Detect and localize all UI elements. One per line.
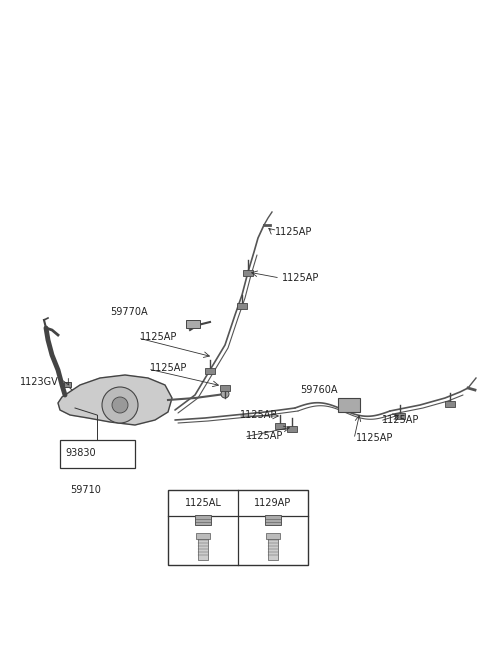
Text: 1125AP: 1125AP <box>246 431 283 441</box>
Text: 93830: 93830 <box>65 448 96 458</box>
Text: 59710: 59710 <box>70 485 101 495</box>
Bar <box>168 490 308 565</box>
Text: 1125AP: 1125AP <box>140 332 178 342</box>
Bar <box>220 385 230 391</box>
Text: 1129AP: 1129AP <box>254 498 292 508</box>
Bar <box>196 533 210 539</box>
Bar <box>198 538 208 560</box>
Text: 1125AP: 1125AP <box>275 227 312 237</box>
Text: 1125AP: 1125AP <box>240 410 277 420</box>
Text: 1125AP: 1125AP <box>282 273 319 283</box>
Circle shape <box>221 390 229 398</box>
Bar <box>338 398 360 412</box>
Text: 59770A: 59770A <box>110 307 148 317</box>
Bar <box>195 515 211 525</box>
Bar <box>186 320 200 328</box>
Bar <box>266 533 280 539</box>
Bar <box>265 515 281 525</box>
Bar <box>268 538 278 560</box>
Bar <box>64 382 71 387</box>
Text: 1125AP: 1125AP <box>356 433 394 443</box>
Bar <box>243 270 253 276</box>
Circle shape <box>112 397 128 413</box>
Polygon shape <box>58 375 172 425</box>
Bar <box>395 413 405 419</box>
Text: 1125AL: 1125AL <box>185 498 221 508</box>
Text: 1125AP: 1125AP <box>382 415 420 425</box>
Circle shape <box>102 387 138 423</box>
Text: 1123GV: 1123GV <box>20 377 59 387</box>
Bar <box>237 303 247 309</box>
Bar <box>287 426 297 432</box>
Bar <box>275 423 285 429</box>
Bar <box>205 368 215 374</box>
Text: 1125AP: 1125AP <box>150 363 187 373</box>
Bar <box>60 440 135 468</box>
Bar <box>445 401 455 407</box>
Text: 59760A: 59760A <box>300 385 337 395</box>
